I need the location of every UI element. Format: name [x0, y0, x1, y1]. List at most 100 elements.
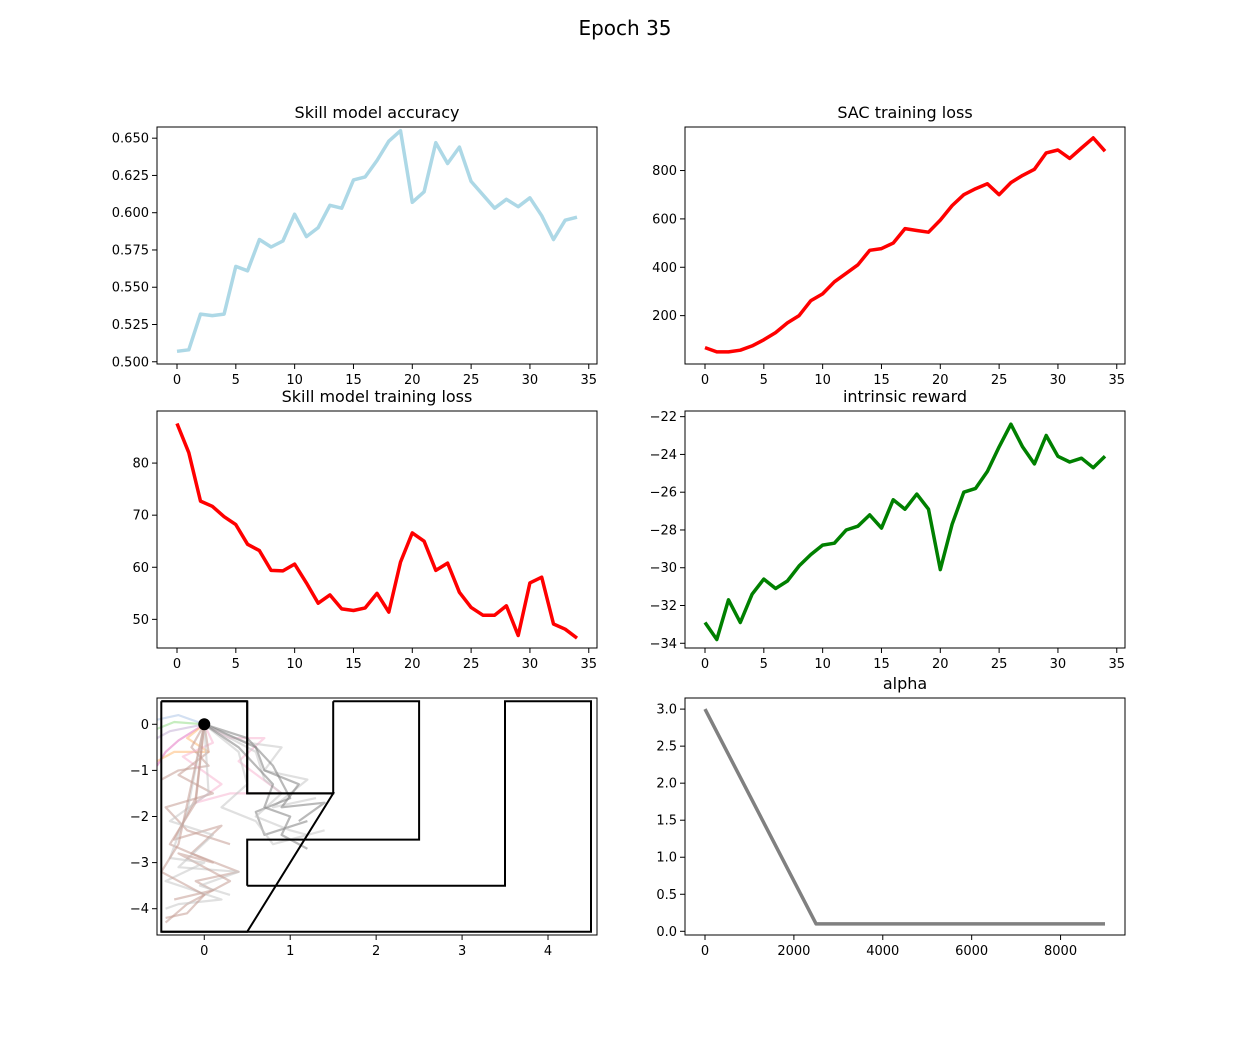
- plot-area: [703, 708, 1106, 926]
- x-tick-label: 5: [760, 657, 768, 672]
- plot-area: [176, 128, 578, 354]
- y-tick-label: 50: [132, 613, 149, 628]
- x-tick-label: 15: [345, 657, 362, 672]
- x-tick-label: 0: [173, 373, 181, 388]
- y-tick-label: 0.500: [112, 355, 149, 370]
- x-tick-label: 35: [580, 657, 597, 672]
- subplot-3: Skill model training loss 0 5 10 15 20 25 30 35 5…: [132, 387, 598, 672]
- x-tick-label: 20: [932, 657, 949, 672]
- trajectory-line: [203, 723, 308, 837]
- y-tick-label: −3: [130, 856, 149, 871]
- y-tick-label: −28: [650, 523, 677, 538]
- subplot-title: Skill model training loss: [282, 387, 473, 406]
- y-tick-label: −4: [130, 902, 149, 917]
- x-tick-label: 35: [1108, 657, 1125, 672]
- trajectory-line: [164, 724, 231, 846]
- x-tick-label: 25: [463, 373, 480, 388]
- x-tick-label: 20: [404, 373, 421, 388]
- subplot-title: Skill model accuracy: [295, 103, 460, 122]
- trajectory-line: [203, 723, 308, 836]
- y-tick-label: 0.525: [112, 318, 149, 333]
- axes-frame: [684, 126, 1126, 365]
- x-tick-label: 4000: [866, 944, 899, 959]
- subplot-1: Skill model accuracy 0 5 10 15 20 25 30 35 0.500 0…: [112, 103, 598, 388]
- x-tick-label: 20: [404, 657, 421, 672]
- subplot-title: alpha: [883, 674, 927, 693]
- axes-frame: [684, 410, 1126, 649]
- y-tick-label: 200: [652, 309, 677, 324]
- trajectory-line: [160, 724, 206, 919]
- x-tick-label: 4: [544, 944, 552, 959]
- x-tick-label: 6000: [955, 944, 988, 959]
- x-tick-label: 10: [814, 373, 831, 388]
- x-tick-label: 0: [173, 657, 181, 672]
- plot-area: [703, 422, 1107, 642]
- y-tick-label: 1.0: [656, 851, 677, 866]
- x-tick-label: 5: [232, 373, 240, 388]
- x-tick-label: 30: [522, 657, 539, 672]
- x-tick-label: 15: [345, 373, 362, 388]
- y-tick-label: 0.625: [112, 169, 149, 184]
- series-line: [175, 422, 579, 640]
- axes-frame: [156, 126, 598, 365]
- maze-wall: [246, 700, 421, 886]
- subplot-5: 0 1 2 3 4 −4 −3 −2 −1 0: [130, 697, 598, 959]
- x-tick-label: 25: [991, 373, 1008, 388]
- x-tick-label: 5: [760, 373, 768, 388]
- x-tick-label: 3: [458, 944, 466, 959]
- x-tick-label: 25: [463, 657, 480, 672]
- x-tick-label: 0: [701, 944, 709, 959]
- series-line: [703, 422, 1107, 642]
- y-tick-label: −1: [130, 764, 149, 779]
- trajectory-line: [168, 724, 240, 896]
- y-tick-label: 0.650: [112, 132, 149, 147]
- x-tick-label: 0: [701, 373, 709, 388]
- maze-wall: [246, 701, 335, 795]
- y-tick-label: 0.0: [656, 925, 677, 940]
- figure-title: Epoch 35: [578, 16, 672, 40]
- y-tick-label: 0: [141, 718, 149, 733]
- trajectory-line: [181, 723, 273, 804]
- x-tick-label: 10: [286, 373, 303, 388]
- axes-frame: [684, 697, 1126, 936]
- x-tick-label: 15: [873, 373, 890, 388]
- x-tick-label: 15: [873, 657, 890, 672]
- plot-area: [704, 136, 1107, 354]
- x-tick-label: 30: [1050, 373, 1067, 388]
- y-tick-label: 400: [652, 261, 677, 276]
- y-tick-label: 0.550: [112, 281, 149, 296]
- y-tick-label: 2.0: [656, 777, 677, 792]
- y-tick-label: −2: [130, 810, 149, 825]
- subplot-6: alpha 0 2000 4000 6000 8000 0.0 0.5 1.0 1.5 2.0 2.5…: [656, 674, 1126, 959]
- maze-wall: [161, 700, 592, 933]
- y-tick-label: 0.600: [112, 206, 149, 221]
- x-tick-label: 20: [932, 373, 949, 388]
- x-tick-label: 30: [1050, 657, 1067, 672]
- y-tick-label: −26: [650, 486, 677, 501]
- subplot-2: SAC training loss 0 5 10 15 20 25 30 35 200 400 600…: [652, 103, 1126, 388]
- x-tick-label: 25: [991, 657, 1008, 672]
- x-tick-label: 2: [372, 944, 380, 959]
- y-tick-label: 60: [132, 561, 149, 576]
- series-line: [704, 136, 1107, 354]
- subplot-title: SAC training loss: [837, 103, 972, 122]
- trajectory-line: [203, 723, 325, 846]
- y-tick-label: −30: [650, 561, 677, 576]
- axes-frame: [156, 410, 598, 649]
- y-tick-label: −24: [650, 448, 677, 463]
- x-tick-label: 35: [1108, 373, 1125, 388]
- subplot-title: intrinsic reward: [843, 387, 967, 406]
- y-tick-label: 600: [652, 212, 677, 227]
- series-line: [176, 128, 578, 354]
- trajectory-line: [164, 724, 232, 924]
- plot-area: [175, 422, 579, 640]
- trajectory-line: [157, 713, 205, 726]
- y-tick-label: 1.5: [656, 814, 677, 829]
- y-tick-label: 0.575: [112, 243, 149, 258]
- x-tick-label: 5: [232, 657, 240, 672]
- x-tick-label: 35: [580, 373, 597, 388]
- y-tick-label: 80: [132, 457, 149, 472]
- series-line: [703, 708, 1105, 926]
- x-tick-label: 2000: [777, 944, 810, 959]
